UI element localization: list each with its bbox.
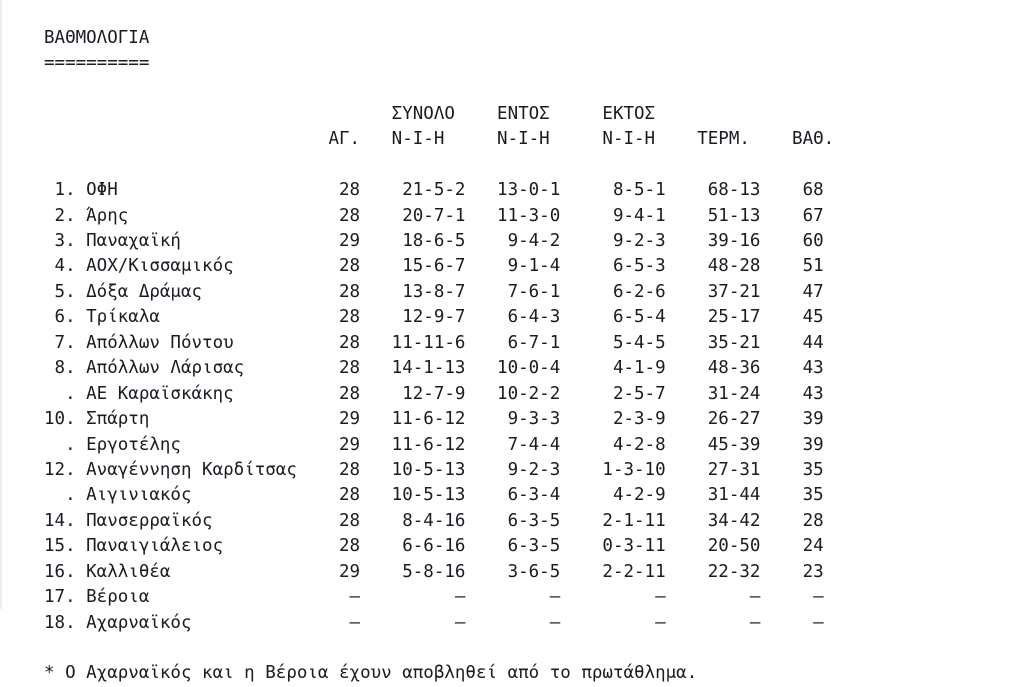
table-row: . Εργοτέλης 29 11-6-12 7-4-4 4-2-8 45-39… — [44, 434, 824, 455]
table-row: 18. Αχαρναϊκός – – – – – – — [44, 612, 824, 633]
page-title: ΒΑΘΜΟΛΟΓΙΑ — [44, 27, 150, 48]
table-row: 12. Αναγέννηση Καρδίτσας 28 10-5-13 9-2-… — [44, 459, 824, 480]
table-row: 1. ΟΦΗ 28 21-5-2 13-0-1 8-5-1 68-13 68 — [44, 180, 824, 201]
spacer-after-title — [44, 76, 834, 101]
table-row: 10. Σπάρτη 29 11-6-12 9-3-3 2-3-9 26-27 … — [44, 409, 824, 430]
spacer-before-footnote — [44, 636, 834, 661]
table-row: 2. Άρης 28 20-7-1 11-3-0 9-4-1 51-13 67 — [44, 205, 824, 226]
table-row: 15. Παναιγιάλειος 28 6-6-16 6-3-5 0-3-11… — [44, 536, 824, 557]
spacer-after-header — [44, 153, 834, 178]
table-row: 16. Καλλιθέα 29 5-8-16 3-6-5 2-2-11 22-3… — [44, 561, 824, 582]
standings-text-block: ΒΑΘΜΟΛΟΓΙΑ ========== ΣΥΝΟΛΟ ΕΝΤΟΣ ΕΚΤΟΣ … — [44, 26, 834, 687]
table-row: 7. Απόλλων Πόντου 28 11-11-6 6-7-1 5-4-5… — [44, 332, 824, 353]
table-row: 6. Τρίκαλα 28 12-9-7 6-4-3 6-5-4 25-17 4… — [44, 307, 824, 328]
table-row: 4. ΑΟΧ/Κισσαμικός 28 15-6-7 9-1-4 6-5-3 … — [44, 256, 824, 277]
table-row: 8. Απόλλων Λάρισας 28 14-1-13 10-0-4 4-1… — [44, 358, 824, 379]
table-row: . Αιγινιακός 28 10-5-13 6-3-4 4-2-9 31-4… — [44, 485, 824, 506]
title-underline: ========== — [44, 52, 150, 73]
standings-page: ΒΑΘΜΟΛΟΓΙΑ ========== ΣΥΝΟΛΟ ΕΝΤΟΣ ΕΚΤΟΣ … — [0, 0, 835, 684]
footnote: * Ο Αχαρναϊκός και η Βέροια έχουν αποβλη… — [44, 663, 698, 684]
group-header-row: ΣΥΝΟΛΟ ΕΝΤΟΣ ΕΚΤΟΣ — [44, 103, 656, 124]
table-row: 3. Παναχαϊκή 29 18-6-5 9-4-2 9-2-3 39-16… — [44, 231, 824, 251]
column-header-row: ΑΓ. N-Ι-Η N-Ι-Η N-Ι-Η ΤΕΡΜ. ΒΑΘ. — [44, 129, 835, 150]
table-row: . ΑΕ Καραϊσκάκης 28 12-7-9 10-2-2 2-5-7 … — [44, 383, 824, 404]
table-row: 17. Βέροια – – – – – – — [44, 587, 824, 608]
table-row: 14. Πανσερραϊκός 28 8-4-16 6-3-5 2-1-11 … — [44, 510, 824, 531]
table-row: 5. Δόξα Δράμας 28 13-8-7 7-6-1 6-2-6 37-… — [44, 281, 824, 302]
